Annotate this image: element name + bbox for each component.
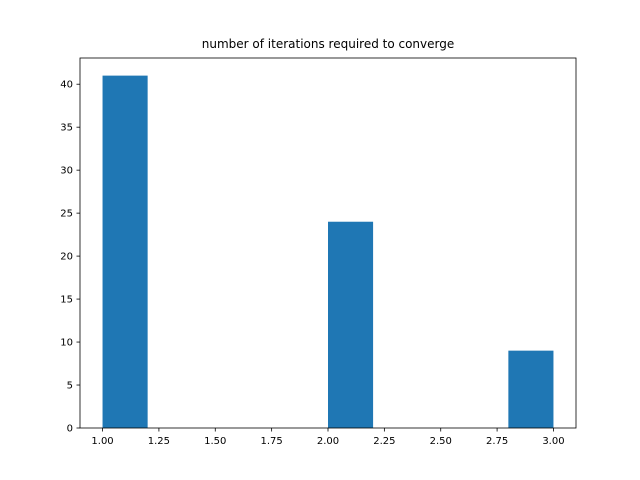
x-tick-label: 1.75 [261, 436, 283, 447]
x-axis-ticks: 1.00 1.25 1.50 1.75 2.00 2.25 2.50 2.75 3.00 [91, 428, 565, 447]
y-tick-label: 5 [67, 381, 73, 392]
histogram-bar [328, 221, 374, 428]
histogram-bar [508, 350, 554, 428]
plot-frame [79, 57, 577, 429]
y-tick-label: 40 [60, 80, 73, 91]
x-tick-label: 2.25 [373, 436, 395, 447]
y-tick-label: 35 [60, 123, 73, 134]
histogram-bar [102, 75, 148, 428]
chart-title: number of iterations required to converg… [202, 37, 455, 51]
x-tick-label: 1.00 [91, 436, 113, 447]
y-tick-label: 10 [60, 338, 73, 349]
y-axis-ticks: 0 5 10 15 20 25 30 35 40 [60, 80, 80, 435]
bars-group [102, 75, 554, 428]
x-tick-label: 2.00 [317, 436, 339, 447]
x-tick-label: 1.50 [204, 436, 226, 447]
x-tick-label: 1.25 [148, 436, 170, 447]
y-tick-label: 30 [60, 166, 73, 177]
y-tick-label: 20 [60, 252, 73, 263]
x-tick-label: 2.50 [430, 436, 452, 447]
y-tick-label: 0 [67, 424, 73, 435]
y-tick-label: 25 [60, 209, 73, 220]
x-tick-label: 2.75 [486, 436, 508, 447]
x-tick-label: 3.00 [542, 436, 564, 447]
y-tick-label: 15 [60, 295, 73, 306]
